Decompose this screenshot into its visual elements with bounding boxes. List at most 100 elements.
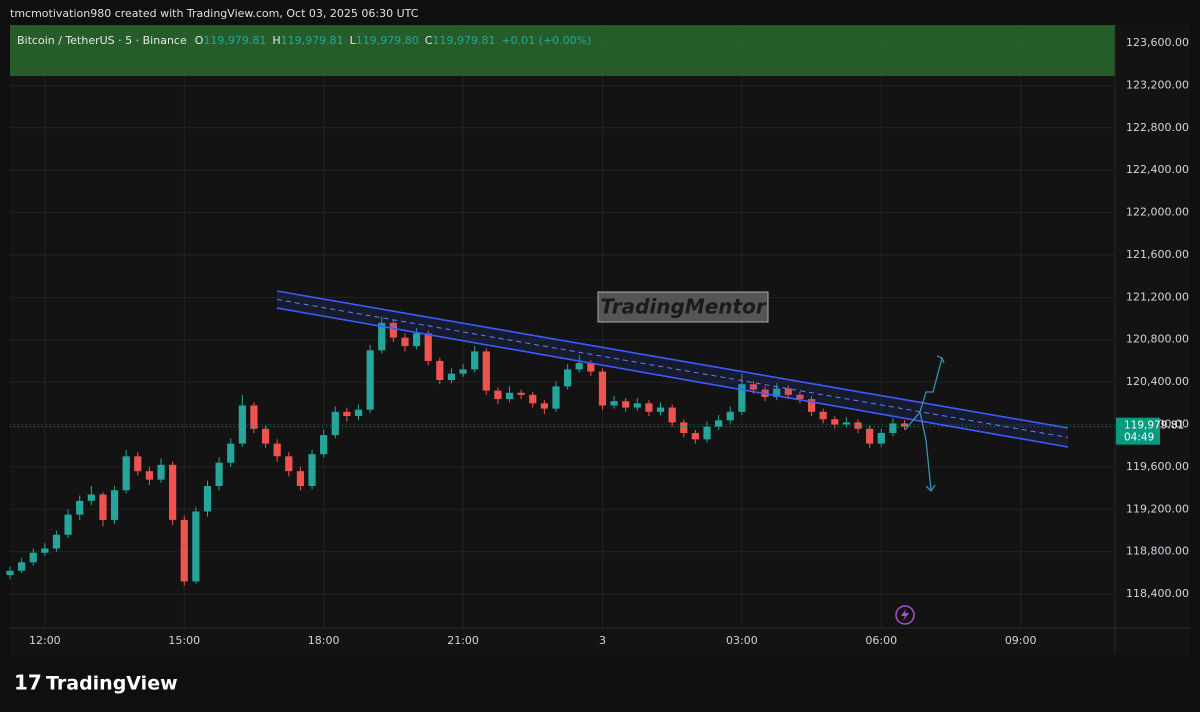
candle-body — [76, 500, 84, 515]
y-tick-label: 119,600.00 — [1126, 460, 1189, 473]
x-tick-label: 18:00 — [308, 634, 340, 647]
candle-body — [877, 433, 885, 444]
candle-body — [180, 519, 188, 582]
candle-body — [157, 464, 165, 480]
ohlc-key: O — [195, 34, 204, 47]
candle-body — [110, 490, 119, 520]
candle-body — [773, 388, 781, 397]
credit: tmcmotivation980 created with TradingVie… — [10, 7, 419, 20]
candle-body — [412, 333, 421, 347]
candle-body — [18, 562, 26, 571]
candle-body — [436, 360, 444, 381]
candle-body — [494, 390, 502, 400]
y-tick-label: 123,600.00 — [1126, 36, 1189, 49]
brand-logo: 17 — [14, 671, 42, 695]
last-price-label: 119,979.81 — [1124, 420, 1184, 432]
candle-body — [889, 423, 897, 434]
brand: TradingView — [46, 673, 178, 695]
candle-body — [587, 363, 595, 372]
ohlc-key: H — [272, 34, 280, 47]
x-tick-label: 03:00 — [726, 634, 758, 647]
candle-body — [366, 350, 374, 410]
candle-body — [807, 399, 816, 412]
candle-body — [715, 420, 723, 427]
plot-area — [10, 25, 1115, 628]
candle-body — [749, 384, 758, 390]
candle-body — [343, 411, 351, 417]
legend-symbol: Bitcoin / TetherUS · 5 · Binance — [17, 34, 187, 47]
candle-body — [261, 428, 270, 444]
candle-body — [784, 388, 792, 395]
y-tick-label: 122,400.00 — [1126, 163, 1189, 176]
candle-body — [215, 462, 223, 486]
candle-body — [598, 371, 607, 406]
candle-body — [227, 443, 235, 463]
y-tick-label: 118,800.00 — [1126, 545, 1189, 558]
candle-body — [656, 407, 665, 412]
countdown: 04:49 — [1124, 432, 1154, 444]
candle-body — [680, 422, 688, 434]
candle-body — [389, 322, 397, 338]
candle-body — [831, 419, 839, 425]
candle-body — [482, 351, 490, 391]
y-tick-label: 122,000.00 — [1126, 206, 1189, 219]
candle-body — [378, 322, 386, 351]
last-price-box — [1116, 417, 1160, 445]
candle-body — [866, 428, 874, 444]
highlight-zone — [10, 25, 1115, 76]
candle-body — [401, 337, 409, 347]
x-tick-label: 15:00 — [168, 634, 200, 647]
x-tick-label: 09:00 — [1005, 634, 1037, 647]
x-tick-label: 21:00 — [447, 634, 479, 647]
candle-body — [134, 456, 142, 472]
candle-body — [610, 401, 618, 406]
arrow-up — [904, 357, 943, 431]
y-tick-label: 121,600.00 — [1126, 248, 1189, 261]
candle-body — [41, 548, 49, 553]
candle-body — [250, 405, 258, 429]
candle-body — [564, 369, 572, 387]
channel-mid — [276, 299, 1069, 438]
candle-body — [471, 351, 479, 370]
candle-body — [424, 333, 432, 361]
candle-body — [575, 363, 583, 370]
candle-body — [308, 454, 316, 486]
x-tick-label: 3 — [599, 634, 606, 647]
candle-body — [633, 403, 641, 408]
y-tick-label: 122,800.00 — [1126, 121, 1189, 134]
change: +0.01 (+0.00%) — [501, 34, 591, 47]
candle-body — [668, 407, 676, 423]
y-tick-label: 121,200.00 — [1126, 290, 1189, 303]
y-tick-label: 120,800.00 — [1126, 333, 1189, 346]
candle-body — [320, 435, 328, 455]
channel-lower — [276, 307, 1069, 448]
candle-body — [145, 471, 154, 480]
candle-body — [169, 464, 177, 520]
channel-upper — [276, 290, 1069, 429]
candle-body — [505, 392, 514, 400]
candle-body — [203, 485, 212, 512]
candle-body — [296, 471, 305, 486]
candle-body — [87, 494, 95, 501]
candle-body — [122, 456, 130, 491]
candle-body — [6, 570, 14, 576]
candle-body — [691, 433, 699, 440]
candle-body — [645, 403, 653, 412]
candle-body — [331, 411, 339, 436]
candle-body — [842, 422, 851, 425]
candle-body — [238, 405, 246, 444]
alert-icon[interactable] — [895, 605, 915, 625]
candle-body — [52, 534, 61, 549]
candle-body — [552, 386, 560, 409]
candle-body — [900, 423, 909, 427]
ohlc-value: 119,979.81 — [203, 34, 266, 47]
time-axis — [10, 628, 1115, 655]
y-tick-label: 123,200.00 — [1126, 78, 1189, 91]
candle-body — [703, 426, 711, 440]
arrow-down — [919, 411, 932, 491]
y-tick-label: 119,200.00 — [1126, 502, 1189, 515]
candle-body — [738, 384, 746, 412]
arrow-head — [936, 355, 945, 364]
ohlc-value: 119,979.81 — [281, 34, 344, 47]
